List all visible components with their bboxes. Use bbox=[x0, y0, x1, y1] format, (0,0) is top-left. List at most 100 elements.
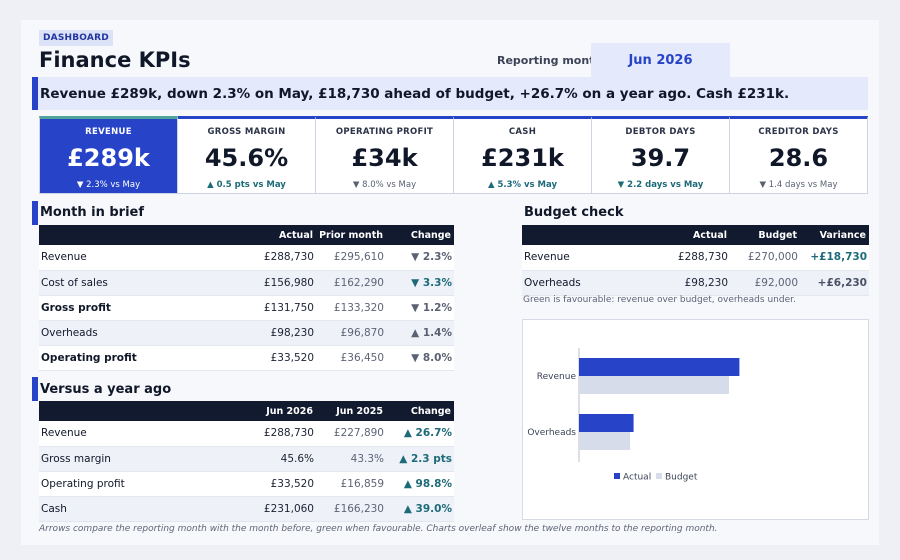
column-header: Change bbox=[410, 405, 451, 417]
prior-cell: £133,320 bbox=[333, 301, 384, 314]
legend-label: Actual bbox=[623, 473, 651, 483]
change-cell: ▲ 98.8% bbox=[403, 477, 452, 490]
kpi-card[interactable]: REVENUE £289k ▼ 2.3% vs May bbox=[39, 116, 178, 194]
previous-cell: £16,859 bbox=[340, 477, 384, 490]
change-cell: ▲ 39.0% bbox=[403, 502, 452, 515]
budget-check-title: Budget check bbox=[524, 205, 624, 220]
budget-bar-chart: Revenue Overheads Actual Budget bbox=[527, 348, 740, 483]
row-label: Operating profit bbox=[41, 351, 137, 364]
table-row: Cost of sales £156,980 £162,290 ▼ 3.3% bbox=[39, 270, 454, 295]
row-label: Gross margin bbox=[41, 452, 111, 465]
column-header: Jun 2025 bbox=[336, 405, 383, 417]
kpi-card[interactable]: CREDITOR DAYS 28.6 ▼ 1.4 days vs May bbox=[730, 116, 868, 194]
current-cell: £288,730 bbox=[263, 427, 314, 440]
row-label: Gross profit bbox=[41, 301, 111, 314]
year-ago-table: Jun 2026 Jun 2025 Change Revenue £288,730 £2… bbox=[39, 401, 454, 522]
legend-swatch bbox=[656, 473, 662, 479]
column-header bbox=[39, 401, 209, 421]
kpi-label: CREDITOR DAYS bbox=[758, 127, 839, 137]
kpi-card[interactable]: OPERATING PROFIT £34k ▼ 8.0% vs May bbox=[316, 116, 454, 194]
kpi-delta: ▼ 2.3% vs May bbox=[76, 180, 141, 190]
kpi-delta: ▼ 1.4 days vs May bbox=[759, 180, 838, 190]
column-header: Jun 2026 bbox=[266, 405, 313, 417]
change-cell: ▲ 26.7% bbox=[403, 427, 452, 440]
row-label: Revenue bbox=[41, 251, 87, 264]
page-title: Finance KPIs bbox=[39, 48, 191, 72]
kpi-card[interactable]: DEBTOR DAYS 39.7 ▼ 2.2 days vs May bbox=[592, 116, 730, 194]
kpi-delta: ▼ 8.0% vs May bbox=[352, 180, 417, 190]
headline-banner: Revenue £289k, down 2.3% on May, £18,730… bbox=[32, 77, 868, 110]
budget-note: Green is favourable: revenue over budget… bbox=[523, 295, 796, 305]
bar-actual-revenue bbox=[579, 358, 740, 376]
previous-cell: £166,230 bbox=[333, 502, 384, 515]
row-label: Overheads bbox=[524, 276, 581, 289]
kpi-label: CASH bbox=[508, 127, 537, 137]
column-header: Prior month bbox=[319, 229, 383, 241]
reporting-month-label: Reporting month bbox=[497, 54, 603, 67]
table-row: Cash £231,060 £166,230 ▲ 39.0% bbox=[39, 496, 454, 521]
legend-swatch bbox=[614, 473, 620, 479]
budget-cell: £92,000 bbox=[754, 276, 798, 289]
budget-chart: Revenue Overheads Actual Budget bbox=[522, 319, 869, 520]
kpi-value: £289k bbox=[67, 144, 150, 172]
current-cell: £33,520 bbox=[270, 477, 314, 490]
prior-cell: £162,290 bbox=[333, 276, 384, 289]
prior-cell: £295,610 bbox=[333, 251, 384, 264]
kpi-delta: ▲ 5.3% vs May bbox=[487, 180, 558, 190]
column-header bbox=[522, 225, 630, 245]
kpi-value: 28.6 bbox=[768, 144, 829, 172]
column-header: Actual bbox=[279, 229, 313, 241]
row-label: Revenue bbox=[41, 427, 87, 440]
change-cell: ▼ 8.0% bbox=[411, 351, 452, 364]
table-row: Gross profit £131,750 £133,320 ▼ 1.2% bbox=[39, 295, 454, 320]
change-cell: ▼ 1.2% bbox=[411, 301, 452, 314]
bar-budget-overheads bbox=[579, 432, 631, 450]
row-label: Operating profit bbox=[41, 477, 125, 490]
tick-label: Revenue bbox=[537, 372, 577, 382]
row-label: Cost of sales bbox=[41, 276, 108, 289]
actual-cell: £156,980 bbox=[263, 276, 314, 289]
bar-actual-overheads bbox=[579, 414, 634, 432]
legend-label: Budget bbox=[665, 473, 698, 483]
prior-cell: £36,450 bbox=[340, 351, 384, 364]
table-row: Operating profit £33,520 £16,859 ▲ 98.8% bbox=[39, 471, 454, 496]
change-cell: ▲ 2.3 pts bbox=[399, 452, 452, 465]
column-header: Change bbox=[410, 229, 451, 241]
row-label: Overheads bbox=[41, 326, 98, 339]
table-row: Revenue £288,730 £227,890 ▲ 26.7% bbox=[39, 421, 454, 446]
bar-budget-revenue bbox=[579, 376, 729, 394]
actual-cell: £288,730 bbox=[263, 251, 314, 264]
month-in-brief-title: Month in brief bbox=[40, 205, 144, 220]
kpi-label: OPERATING PROFIT bbox=[335, 127, 434, 137]
year-ago-title: Versus a year ago bbox=[40, 382, 172, 397]
actual-cell: £33,520 bbox=[270, 351, 314, 364]
kpi-value: £34k bbox=[351, 144, 418, 172]
change-cell: ▼ 3.3% bbox=[411, 276, 452, 289]
actual-cell: £131,750 bbox=[263, 301, 314, 314]
dashboard-badge: DASHBOARD bbox=[39, 30, 113, 46]
row-label: Revenue bbox=[524, 251, 570, 264]
row-label: Cash bbox=[41, 502, 67, 515]
kpi-value: 45.6% bbox=[204, 144, 289, 172]
kpi-card[interactable]: GROSS MARGIN 45.6% ▲ 0.5 pts vs May bbox=[178, 116, 316, 194]
current-cell: 45.6% bbox=[280, 452, 314, 465]
previous-cell: 43.3% bbox=[350, 452, 384, 465]
kpi-label: DEBTOR DAYS bbox=[625, 127, 696, 137]
change-cell: ▼ 2.3% bbox=[411, 251, 452, 264]
column-header: Variance bbox=[819, 229, 866, 241]
kpi-label: GROSS MARGIN bbox=[207, 127, 286, 137]
prior-cell: £96,870 bbox=[340, 326, 384, 339]
kpi-label: REVENUE bbox=[85, 127, 132, 137]
reporting-month-selector[interactable]: Jun 2026 bbox=[591, 43, 730, 77]
table-row: Operating profit £33,520 £36,450 ▼ 8.0% bbox=[39, 345, 454, 370]
budget-check-table: Actual Budget Variance Revenue £288,730 £270… bbox=[522, 225, 869, 296]
table-row: Overheads £98,230 £96,870 ▲ 1.4% bbox=[39, 320, 454, 345]
tick-label: Overheads bbox=[527, 428, 576, 438]
change-cell: ▲ 1.4% bbox=[411, 326, 452, 339]
actual-cell: £98,230 bbox=[270, 326, 314, 339]
previous-cell: £227,890 bbox=[333, 427, 384, 440]
current-cell: £231,060 bbox=[263, 502, 314, 515]
table-row: Overheads £98,230 £92,000 +£6,230 bbox=[522, 270, 869, 295]
kpi-card[interactable]: CASH £231k ▲ 5.3% vs May bbox=[454, 116, 592, 194]
kpi-delta: ▼ 2.2 days vs May bbox=[617, 180, 704, 190]
